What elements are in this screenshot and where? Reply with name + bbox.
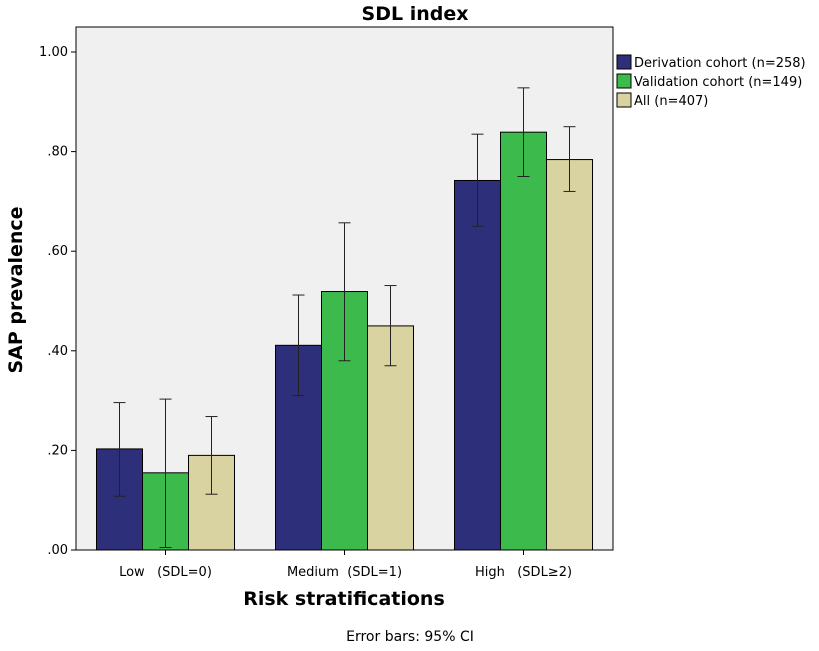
legend-swatch [616, 92, 632, 108]
x-axis: Low (SDL=0) Medium (SDL=1) High (SDL≥2) [119, 550, 572, 580]
legend-label: Derivation cohort (n=258) [634, 56, 806, 71]
y-tick-label: .60 [47, 244, 68, 259]
bar [454, 179, 501, 551]
chart-title: SDL index [362, 3, 469, 25]
error-bars [113, 87, 576, 549]
y-axis: .00 .20 .40 .60 .80 1.00 [39, 45, 76, 558]
x-tick-label: Low (SDL=0) [119, 565, 212, 580]
legend-swatch [616, 54, 632, 70]
footnote: Error bars: 95% CI [346, 629, 474, 645]
y-tick-label: .20 [47, 443, 68, 458]
y-tick-label: .40 [47, 344, 68, 359]
legend-label: All (n=407) [634, 94, 708, 109]
bar [546, 159, 593, 551]
legend-swatch [616, 73, 632, 89]
y-axis-title: SAP prevalence [5, 206, 27, 373]
y-tick-label: 1.00 [39, 45, 68, 60]
legend-label: Validation cohort (n=149) [634, 75, 802, 90]
y-tick-label: .00 [47, 543, 68, 558]
x-tick-label: High (SDL≥2) [475, 565, 572, 580]
legend: Derivation cohort (n=258) Validation coho… [616, 54, 806, 109]
x-axis-title: Risk stratifications [243, 588, 445, 610]
y-tick-label: .80 [47, 145, 68, 160]
bar [500, 131, 547, 551]
x-tick-label: Medium (SDL=1) [287, 565, 402, 580]
